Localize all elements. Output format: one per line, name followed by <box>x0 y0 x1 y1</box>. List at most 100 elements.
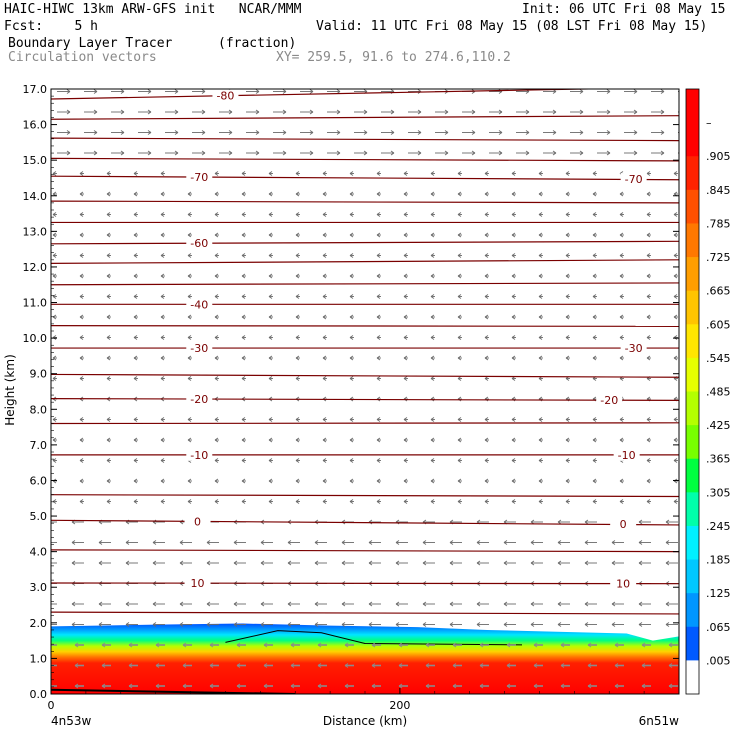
colorbar-label: .005 <box>706 654 731 667</box>
tracer-field <box>51 623 679 694</box>
isotherm-label: 10 <box>616 578 630 591</box>
colorbar-label: .785 <box>706 217 731 230</box>
isotherm-label: -70 <box>190 171 208 184</box>
colorbar-label: – <box>706 117 712 130</box>
colorbar-label: .845 <box>706 184 731 197</box>
colorbar-swatch <box>686 257 699 292</box>
colorbar-swatch <box>686 660 699 695</box>
isotherm-label: -20 <box>190 393 208 406</box>
y-tick-label: 0.0 <box>30 688 48 701</box>
colorbar-label: .125 <box>706 587 731 600</box>
y-tick-label: 3.0 <box>30 581 48 594</box>
colorbar-label: .065 <box>706 621 731 634</box>
colorbar-swatch <box>686 357 699 392</box>
y-tick-label: 17.0 <box>23 83 48 96</box>
x-tick-label: 200 <box>389 699 410 712</box>
y-tick-label: 14.0 <box>23 190 48 203</box>
colorbar-swatch <box>686 290 699 325</box>
isotherm-line <box>51 240 679 245</box>
field-units: (fraction) <box>218 36 297 51</box>
colorbar-swatch <box>686 89 699 124</box>
isotherm-label: -30 <box>625 342 643 355</box>
isotherm-line <box>51 549 679 553</box>
colorbar-swatch <box>686 391 699 426</box>
y-tick-label: 7.0 <box>30 439 48 452</box>
colorbar-swatch <box>686 122 699 157</box>
y-tick-label: 16.0 <box>23 119 48 132</box>
y-tick-label: 12.0 <box>23 261 48 274</box>
colorbar-label: .185 <box>706 554 731 567</box>
isotherm-label: -10 <box>618 449 636 462</box>
isotherm-line <box>51 582 679 585</box>
y-tick-label: 15.0 <box>23 154 48 167</box>
y-axis-label: Height (km) <box>3 354 17 425</box>
header-line2-right: Valid: 11 UTC Fri 08 May 15 (08 LST Fri … <box>316 19 708 34</box>
y-tick-label: 11.0 <box>23 297 48 310</box>
x-axis-label: Distance (km) <box>323 714 407 728</box>
field-title: Boundary Layer Tracer <box>8 36 173 51</box>
tracer-contour <box>225 630 523 646</box>
isotherm-line <box>51 200 679 204</box>
colorbar-swatch <box>686 425 699 460</box>
colorbar-label: .665 <box>706 285 731 298</box>
y-tick-label: 13.0 <box>23 225 48 238</box>
isotherm-label: 0 <box>620 518 627 531</box>
isotherm-label: 10 <box>191 577 205 590</box>
colorbar-frame <box>685 88 700 695</box>
colorbar-swatch <box>686 156 699 191</box>
isotherm-line <box>51 157 679 162</box>
colorbar-label: .365 <box>706 453 731 466</box>
y-tick-label: 9.0 <box>30 368 48 381</box>
isotherm-label: -20 <box>600 394 618 407</box>
colorbar-label: .545 <box>706 352 731 365</box>
isotherm-line <box>51 611 679 615</box>
isotherm-label: -30 <box>190 342 208 355</box>
header-line1-right: Init: 06 UTC Fri 08 May 15 <box>522 2 726 17</box>
y-tick-label: 2.0 <box>30 617 48 630</box>
vector-title: Circulation vectors <box>8 50 157 65</box>
isotherm-line <box>51 325 679 327</box>
isotherm-line <box>51 137 679 142</box>
isotherm-line <box>51 398 679 401</box>
y-tick-label: 5.0 <box>30 510 48 523</box>
colorbar-swatch <box>686 458 699 493</box>
x-end-right-label: 6n51w <box>639 714 680 728</box>
colorbar-swatch <box>686 223 699 258</box>
isotherm-line <box>51 282 679 286</box>
isotherm-label: -80 <box>216 90 234 103</box>
isotherm-line <box>51 259 679 264</box>
colorbar-label: .425 <box>706 419 731 432</box>
y-tick-label: 6.0 <box>30 474 48 487</box>
colorbar-swatch <box>686 525 699 561</box>
x-end-left-label: 4n53w <box>51 714 92 728</box>
vector-field <box>51 89 679 689</box>
isotherm-line <box>51 422 679 425</box>
x-tick-label: 0 <box>48 699 55 712</box>
colorbar-label: .305 <box>706 486 731 499</box>
isotherm-line <box>51 115 679 120</box>
colorbar-label: .245 <box>706 520 731 533</box>
isotherm-label: 0 <box>194 515 201 528</box>
isotherm-contours: -80 -70 -60 -40 -30 -20 -10 0 10 -70 -30 -20 -10 0 10 <box>51 89 679 615</box>
isotherm-line <box>51 519 679 526</box>
colorbar-label: .605 <box>706 318 731 331</box>
isotherm-label: -60 <box>190 237 208 250</box>
isotherm-line <box>51 175 679 181</box>
colorbar-label: .725 <box>706 251 731 264</box>
colorbar-label: .485 <box>706 386 731 399</box>
y-tick-label: 1.0 <box>30 652 48 665</box>
y-tick-label: 8.0 <box>30 403 48 416</box>
cross-section-coords: XY= 259.5, 91.6 to 274.6,110.2 <box>276 50 511 65</box>
isotherm-line <box>51 494 679 498</box>
colorbar-swatch <box>686 189 699 224</box>
y-tick-label: 4.0 <box>30 546 48 559</box>
header-line2-left: Fcst: 5 h <box>4 19 98 34</box>
isotherm-line <box>51 373 679 378</box>
colorbar-swatch <box>686 626 699 661</box>
header-line1-left: HAIC-HIWC 13km ARW-GFS init NCAR/MMM <box>4 2 302 17</box>
colorbar-swatch <box>686 324 699 359</box>
colorbar-swatch <box>686 593 699 628</box>
colorbar-swatch <box>686 492 699 527</box>
isotherm-label: -70 <box>625 173 643 186</box>
